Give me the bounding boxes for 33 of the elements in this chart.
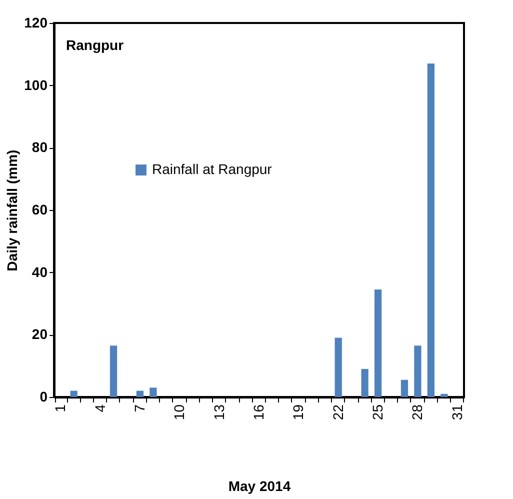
x-tick-label: 7: [131, 404, 148, 412]
bar: [150, 388, 157, 397]
x-tick-label: 28: [409, 404, 426, 420]
y-tick-label: 80: [32, 139, 48, 156]
x-tick-label: 19: [290, 404, 306, 420]
y-tick-label: 60: [32, 202, 48, 218]
x-tick-label: 25: [370, 404, 386, 420]
bar: [400, 380, 408, 397]
y-tick-label: 100: [24, 76, 48, 93]
y-tick-label: 40: [32, 264, 48, 280]
legend-label: Rainfall at Rangpur: [152, 161, 272, 177]
y-axis-title: Daily rainfall (mm): [4, 150, 20, 272]
x-tick-label: 1: [52, 404, 68, 412]
bar: [70, 390, 78, 397]
x-tick-label: 22: [330, 404, 346, 420]
x-tick-label: 31: [448, 404, 465, 420]
x-tick-label: 4: [92, 404, 108, 412]
bar: [361, 368, 368, 397]
bar: [136, 390, 144, 397]
y-tick-label: 120: [24, 14, 48, 30]
bar: [414, 346, 422, 397]
bar: [334, 338, 342, 397]
bar: [374, 289, 382, 397]
y-tick-label: 20: [32, 326, 48, 342]
x-tick-label: 16: [250, 404, 266, 420]
y-tick-label: 0: [40, 388, 48, 404]
annotation: Rangpur: [66, 37, 124, 53]
x-axis-title: May 2014: [228, 478, 291, 494]
bar: [427, 64, 435, 397]
x-tick-label: 10: [171, 404, 188, 420]
bar: [440, 394, 448, 397]
x-tick-label: 13: [210, 404, 227, 420]
bar: [110, 346, 118, 397]
